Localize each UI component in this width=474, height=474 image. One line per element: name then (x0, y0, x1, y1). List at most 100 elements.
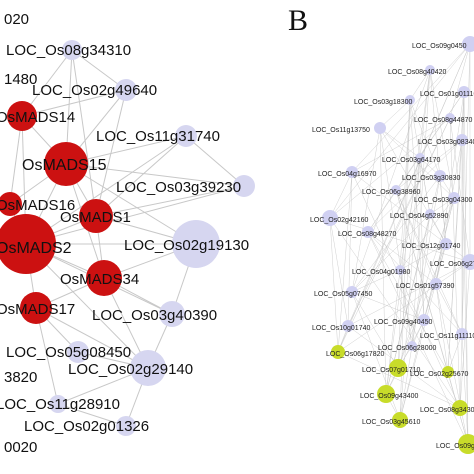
panel-b-edge (435, 283, 463, 335)
panel-a-edge (65, 163, 245, 187)
partial-label-upper: 1480 (4, 71, 37, 88)
panel-a-edge (25, 135, 187, 245)
panel-b-edge (397, 197, 455, 369)
panel-b-edge (351, 291, 425, 321)
panel-a-node-label: LOC_Os03g40390 (92, 307, 217, 324)
mads-node (0, 214, 56, 274)
panel-b-edge (395, 189, 437, 285)
mads-node (44, 142, 88, 186)
panel-b-edge (409, 69, 431, 101)
panel-b-node-label: LOC_Os03g64170 (382, 157, 440, 164)
panel-a-nodes: LOC_Os08g34310 LOC_Os02g49640 OsMADS14 LOC_… (0, 40, 255, 436)
panel-b-edge (419, 157, 431, 215)
panel-b-letter: B (288, 4, 308, 37)
panel-b-edge (351, 213, 431, 293)
panel-b-node-label: LOC_Os08g40420 (388, 69, 446, 76)
panel-b-edge (351, 127, 381, 293)
panel-b-node-label: LOC_Os07g01710 (362, 367, 420, 374)
panel-a-edge (57, 403, 127, 427)
partial-label-lower: 3820 (4, 369, 37, 386)
panel-a-node-label: LOC_Os02g01326 (24, 418, 149, 435)
panel-b-nodes: LOC_Os09g0450 LOC_Os08g40420 LOC_Os01g0111… (310, 36, 474, 454)
panel-b-edge (367, 231, 469, 445)
gene-node (458, 86, 470, 98)
gene-node (116, 416, 136, 436)
gene-node (62, 40, 82, 60)
gene-node (425, 65, 435, 75)
gene-node (434, 170, 446, 182)
partial-label-top: 020 (4, 11, 29, 28)
panel-b-edge (329, 217, 349, 327)
panel-a-edge (35, 307, 59, 405)
gene-node (67, 341, 89, 363)
panel-b-node-label: LOC_Os12g01740 (402, 243, 460, 250)
panel-b-edge (435, 283, 469, 445)
panel-b-edge (351, 291, 399, 369)
panel-a-edge (25, 185, 245, 245)
panel-b-edge (367, 231, 437, 285)
panel-b-node-label: LOC_Os03g45610 (362, 419, 420, 426)
panel-a-node-label: LOC_Os02g49640 (32, 82, 157, 99)
panel-b-edge (399, 157, 421, 421)
panel-b-edge (397, 99, 411, 369)
gene-node (374, 122, 386, 134)
panel-b-edge (379, 99, 411, 129)
mads-node (79, 199, 113, 233)
panel-a-node-label: LOC_Os03g39230 (116, 179, 241, 196)
panel-b-node-label: LOC_Os01g57390 (396, 283, 454, 290)
panel-a-node-label: OsMADS17 (0, 301, 75, 318)
panel-b-edge (419, 69, 431, 159)
panel-b-edge (351, 69, 431, 293)
panel-b-edge (449, 43, 471, 119)
panel-b-edge (439, 175, 447, 245)
panel-a-node-label: OsMADS14 (0, 109, 75, 126)
panel-b-node-label: LOC_Os11g11110 (420, 333, 474, 340)
gene-node (445, 113, 455, 123)
panel-a-edge (95, 135, 187, 217)
panel-b-node-label: LOC_Os06g28000 (378, 345, 436, 352)
mads-node (7, 101, 37, 131)
panel-b-node-label: LOC_Os02g25670 (410, 371, 468, 378)
panel-b-edge (337, 117, 451, 353)
panel-b-node-label: LOC_Os06g17820 (326, 351, 384, 358)
panel-b-edge (395, 189, 463, 335)
panel-b-node-label: LOC_Os02g42160 (310, 217, 368, 224)
gene-node (440, 238, 452, 250)
gene-node (395, 265, 405, 275)
panel-b-edge (351, 43, 471, 173)
panel-b-node-label: LOC_Os01g01110 (420, 91, 474, 98)
panel-b-node-label: LOC_Os11g13750 (312, 127, 370, 134)
gene-node (418, 314, 430, 326)
panel-a-node-label: LOC_Os08g34310 (6, 42, 131, 59)
yellow-node (331, 345, 345, 359)
panel-b-node-label: LOC_Os03g30830 (402, 175, 460, 182)
panel-a-node-label: LOC_Os11g28910 (0, 396, 120, 413)
panel-b-edge (435, 139, 463, 285)
panel-b-node-label: LOC_Os10g01740 (312, 325, 370, 332)
gene-node (172, 220, 220, 268)
panel-a-node-label: OsMADS1 (60, 209, 131, 226)
panel-b-edge (379, 127, 447, 245)
mads-node (20, 292, 52, 324)
panel-a-edge (95, 185, 245, 217)
panel-a-edge (185, 135, 245, 187)
panel-b-node-label: LOC_Os04g01980 (352, 269, 410, 276)
panel-b-edge (399, 243, 447, 271)
yellow-node (392, 412, 408, 428)
panel-b-edge (449, 117, 461, 409)
gene-node (342, 320, 354, 332)
panel-b-edge (419, 157, 425, 321)
gene-node (415, 153, 425, 163)
panel-b-edge (461, 333, 469, 445)
gene-node (322, 210, 338, 226)
panel-b-edge (409, 99, 425, 321)
panel-a-node-label: OsMADS16 (0, 197, 75, 214)
gene-node (391, 185, 401, 195)
panel-b-node-label: LOC_Os04g16970 (318, 171, 376, 178)
gene-node (462, 36, 474, 52)
panel-b-node-label: LOC_Os09g0450 (412, 43, 467, 50)
panel-b-edge (367, 231, 449, 373)
gene-node (425, 209, 435, 219)
yellow-node (377, 385, 395, 403)
